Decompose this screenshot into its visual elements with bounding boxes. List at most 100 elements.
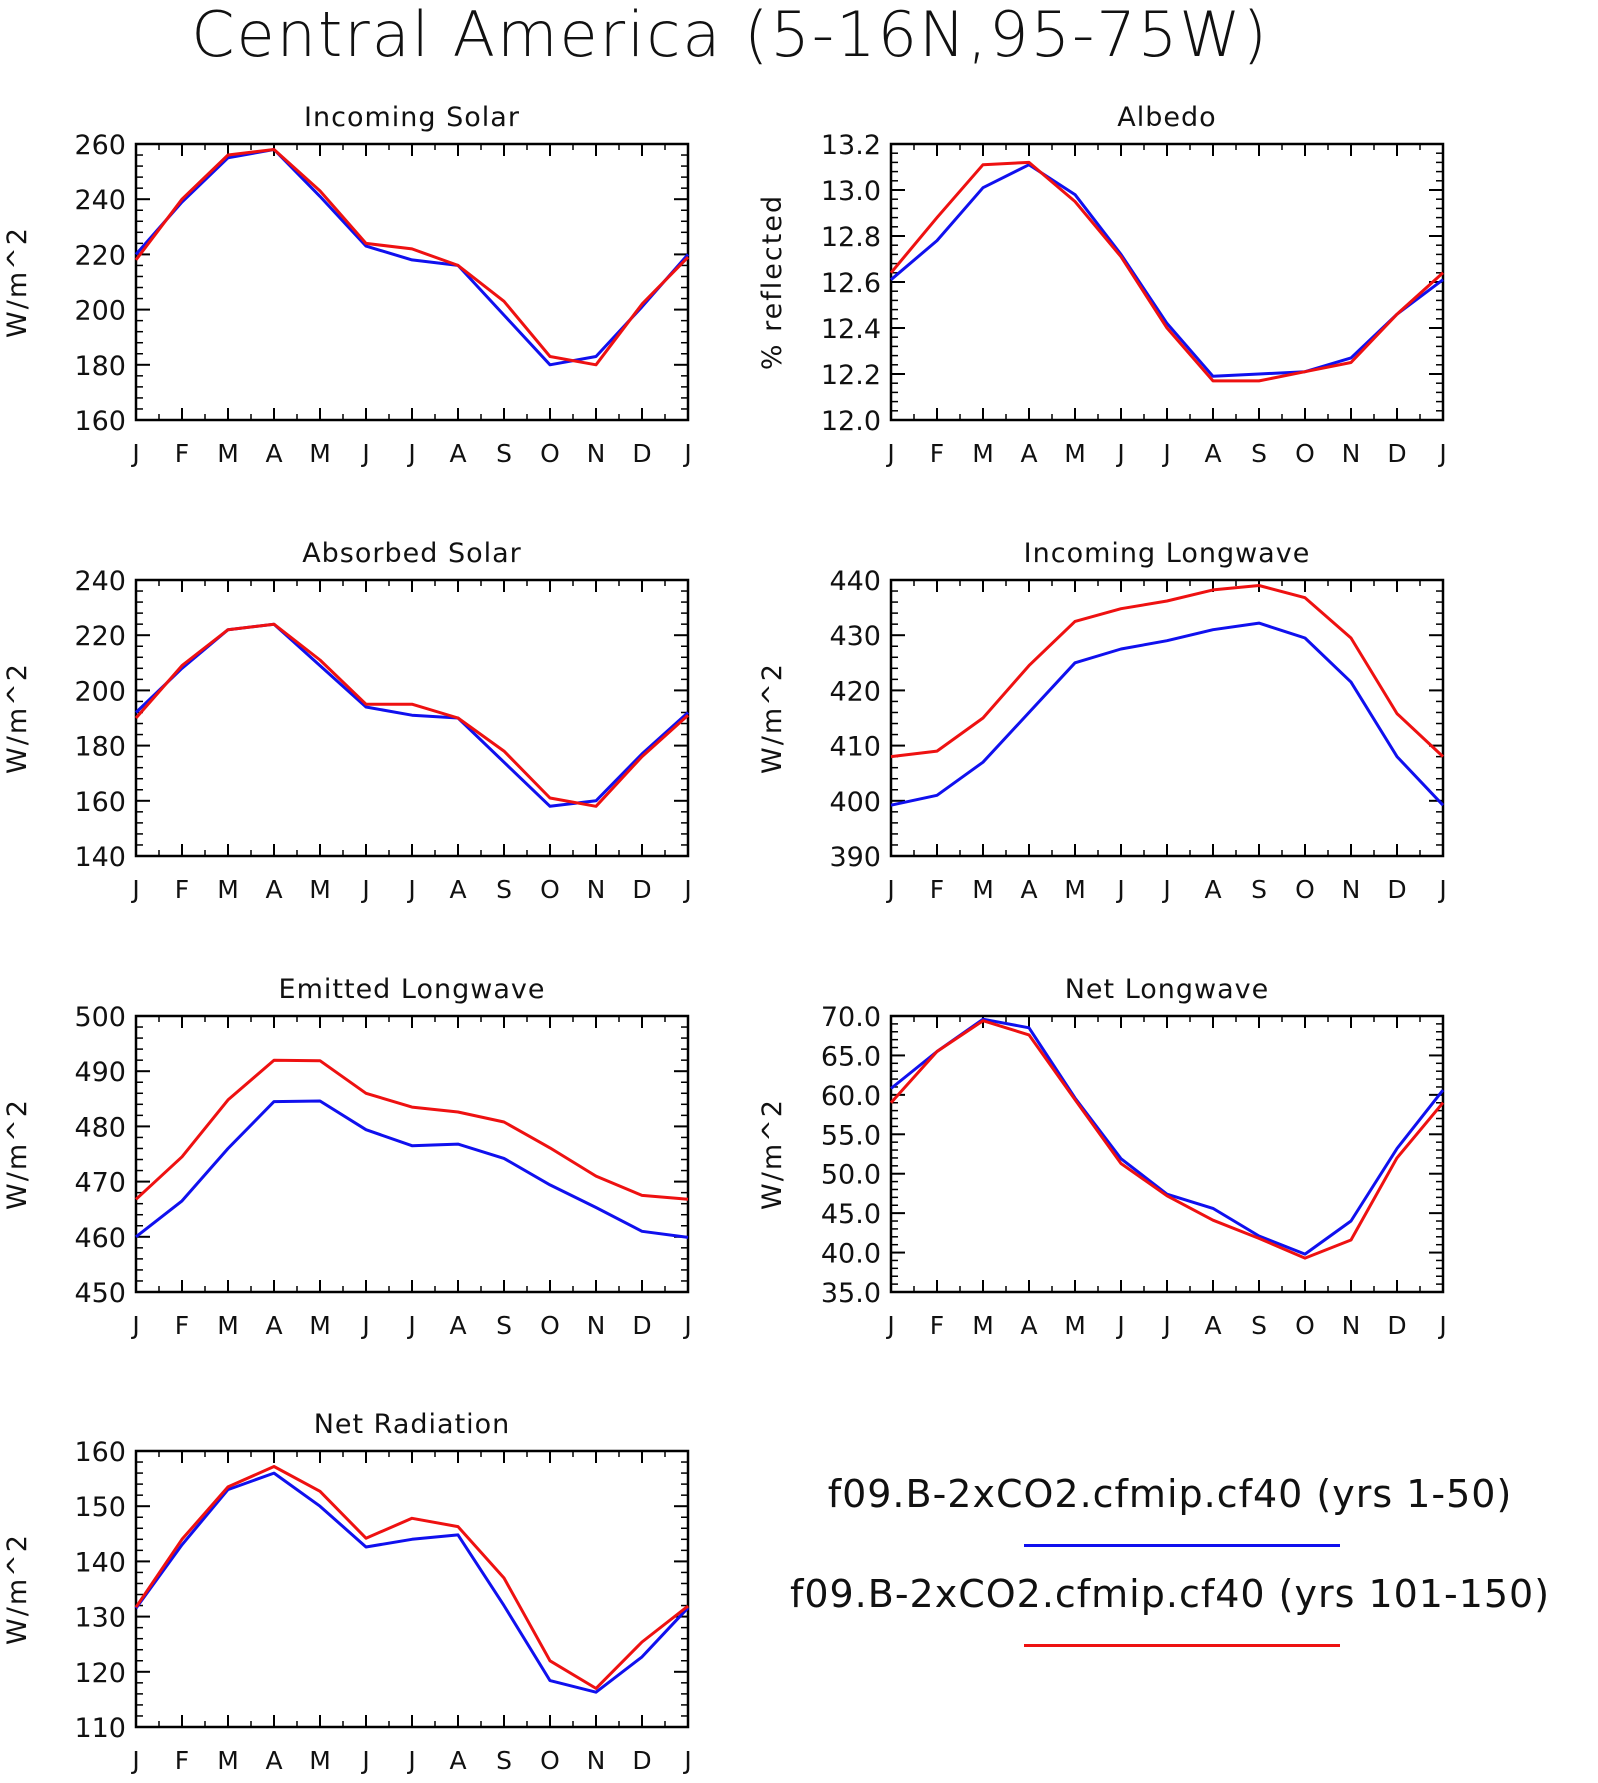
- y-tick-label: 400: [829, 787, 881, 818]
- y-axis-label: % reflected: [757, 194, 788, 370]
- y-axis-label: W/m^2: [2, 662, 33, 774]
- x-tick-label: S: [1251, 439, 1267, 468]
- x-tick-label: O: [1295, 1311, 1315, 1340]
- panel-title: Absorbed Solar: [302, 538, 522, 569]
- chart-panel-3: J F M A M J J A S O N D J140160180200220240Absorbed …: [2, 538, 692, 904]
- x-tick-label: S: [496, 875, 512, 904]
- x-tick-label: J: [1115, 1311, 1124, 1340]
- y-tick-label: 120: [74, 1658, 126, 1689]
- x-tick-label: J: [406, 875, 415, 904]
- x-tick-label: F: [175, 1746, 189, 1775]
- x-tick-label: J: [360, 1311, 369, 1340]
- x-tick-label: S: [496, 439, 512, 468]
- y-tick-label: 470: [74, 1168, 126, 1199]
- series-line-1: [134, 148, 690, 367]
- x-tick-label: M: [217, 1746, 239, 1775]
- x-tick-label: J: [1115, 875, 1124, 904]
- x-tick-label: D: [1387, 439, 1406, 468]
- y-tick-label: 180: [74, 351, 126, 382]
- plot-frame: [889, 578, 1445, 858]
- x-tick-label: J: [360, 875, 369, 904]
- x-tick-label: M: [309, 1746, 331, 1775]
- y-tick-label: 140: [74, 842, 126, 873]
- x-tick-label: M: [1064, 875, 1086, 904]
- x-tick-label: A: [449, 1311, 466, 1340]
- x-tick-label: J: [682, 875, 691, 904]
- y-axis-label: W/m^2: [757, 1098, 788, 1210]
- x-tick-label: J: [360, 439, 369, 468]
- series-line-1: [134, 1471, 690, 1694]
- y-tick-label: 440: [829, 566, 881, 597]
- x-tick-label: J: [130, 1311, 139, 1340]
- series-line-2: [134, 622, 690, 808]
- x-tick-label: N: [587, 439, 606, 468]
- legend-line-series-1: [1024, 1544, 1340, 1547]
- x-tick-label: M: [972, 439, 994, 468]
- x-tick-label: M: [309, 875, 331, 904]
- y-tick-label: 35.0: [821, 1278, 881, 1309]
- series-line-2: [889, 1019, 1445, 1260]
- x-tick-label: J: [885, 875, 894, 904]
- x-tick-label: S: [1251, 875, 1267, 904]
- x-tick-label: M: [217, 1311, 239, 1340]
- x-tick-label: D: [1387, 875, 1406, 904]
- y-tick-label: 390: [829, 842, 881, 873]
- x-tick-label: J: [682, 1311, 691, 1340]
- series-line-2: [134, 1465, 689, 1690]
- x-tick-label: F: [175, 875, 189, 904]
- x-tick-label: F: [930, 1311, 944, 1340]
- x-tick-label: J: [682, 439, 691, 468]
- y-tick-label: 130: [74, 1603, 126, 1634]
- x-tick-label: N: [1342, 1311, 1361, 1340]
- y-tick-label: 450: [74, 1278, 126, 1309]
- x-tick-label: J: [406, 1311, 415, 1340]
- y-tick-label: 490: [74, 1057, 126, 1088]
- x-tick-label: D: [632, 875, 651, 904]
- y-tick-label: 12.8: [821, 222, 881, 253]
- y-tick-label: 240: [74, 185, 126, 216]
- series-line-2: [134, 1058, 689, 1201]
- panel-title: Incoming Longwave: [1024, 538, 1311, 569]
- y-tick-label: 200: [74, 296, 126, 327]
- x-tick-label: M: [972, 875, 994, 904]
- y-tick-label: 12.0: [821, 406, 881, 437]
- x-tick-label: M: [309, 1311, 331, 1340]
- x-tick-label: J: [406, 1746, 415, 1775]
- x-tick-label: D: [632, 439, 651, 468]
- x-tick-label: O: [540, 1746, 560, 1775]
- x-tick-label: J: [130, 875, 139, 904]
- y-tick-label: 220: [74, 240, 126, 271]
- x-tick-label: D: [1387, 1311, 1406, 1340]
- y-tick-label: 150: [74, 1492, 126, 1523]
- x-tick-label: J: [130, 1746, 139, 1775]
- x-tick-label: M: [972, 1311, 994, 1340]
- panel-title: Albedo: [1117, 102, 1216, 133]
- y-tick-label: 460: [74, 1223, 126, 1254]
- y-tick-label: 13.2: [821, 130, 881, 161]
- y-axis-label: W/m^2: [2, 1533, 33, 1645]
- y-axis-label: W/m^2: [2, 226, 33, 338]
- x-tick-label: F: [175, 439, 189, 468]
- series-line-1: [890, 163, 1444, 378]
- x-tick-label: J: [682, 1746, 691, 1775]
- x-tick-label: D: [632, 1746, 651, 1775]
- y-tick-label: 430: [829, 621, 881, 652]
- series-line-1: [135, 1099, 689, 1239]
- x-tick-label: A: [1204, 439, 1221, 468]
- x-tick-label: O: [540, 1311, 560, 1340]
- x-tick-label: N: [587, 1746, 606, 1775]
- y-tick-label: 55.0: [821, 1120, 881, 1151]
- page-title: Central America (5-16N,95-75W): [191, 0, 1269, 71]
- y-tick-label: 160: [74, 787, 126, 818]
- series-line-1: [890, 621, 1445, 807]
- x-tick-label: A: [1020, 439, 1037, 468]
- x-tick-label: J: [885, 439, 894, 468]
- x-tick-label: A: [265, 1746, 282, 1775]
- x-tick-label: S: [496, 1311, 512, 1340]
- y-tick-label: 12.2: [821, 360, 881, 391]
- x-tick-label: F: [930, 875, 944, 904]
- series-line-1: [890, 1017, 1445, 1256]
- legend-label-series-1: f09.B-2xCO2.cfmip.cf40 (yrs 1-50): [827, 1472, 1513, 1516]
